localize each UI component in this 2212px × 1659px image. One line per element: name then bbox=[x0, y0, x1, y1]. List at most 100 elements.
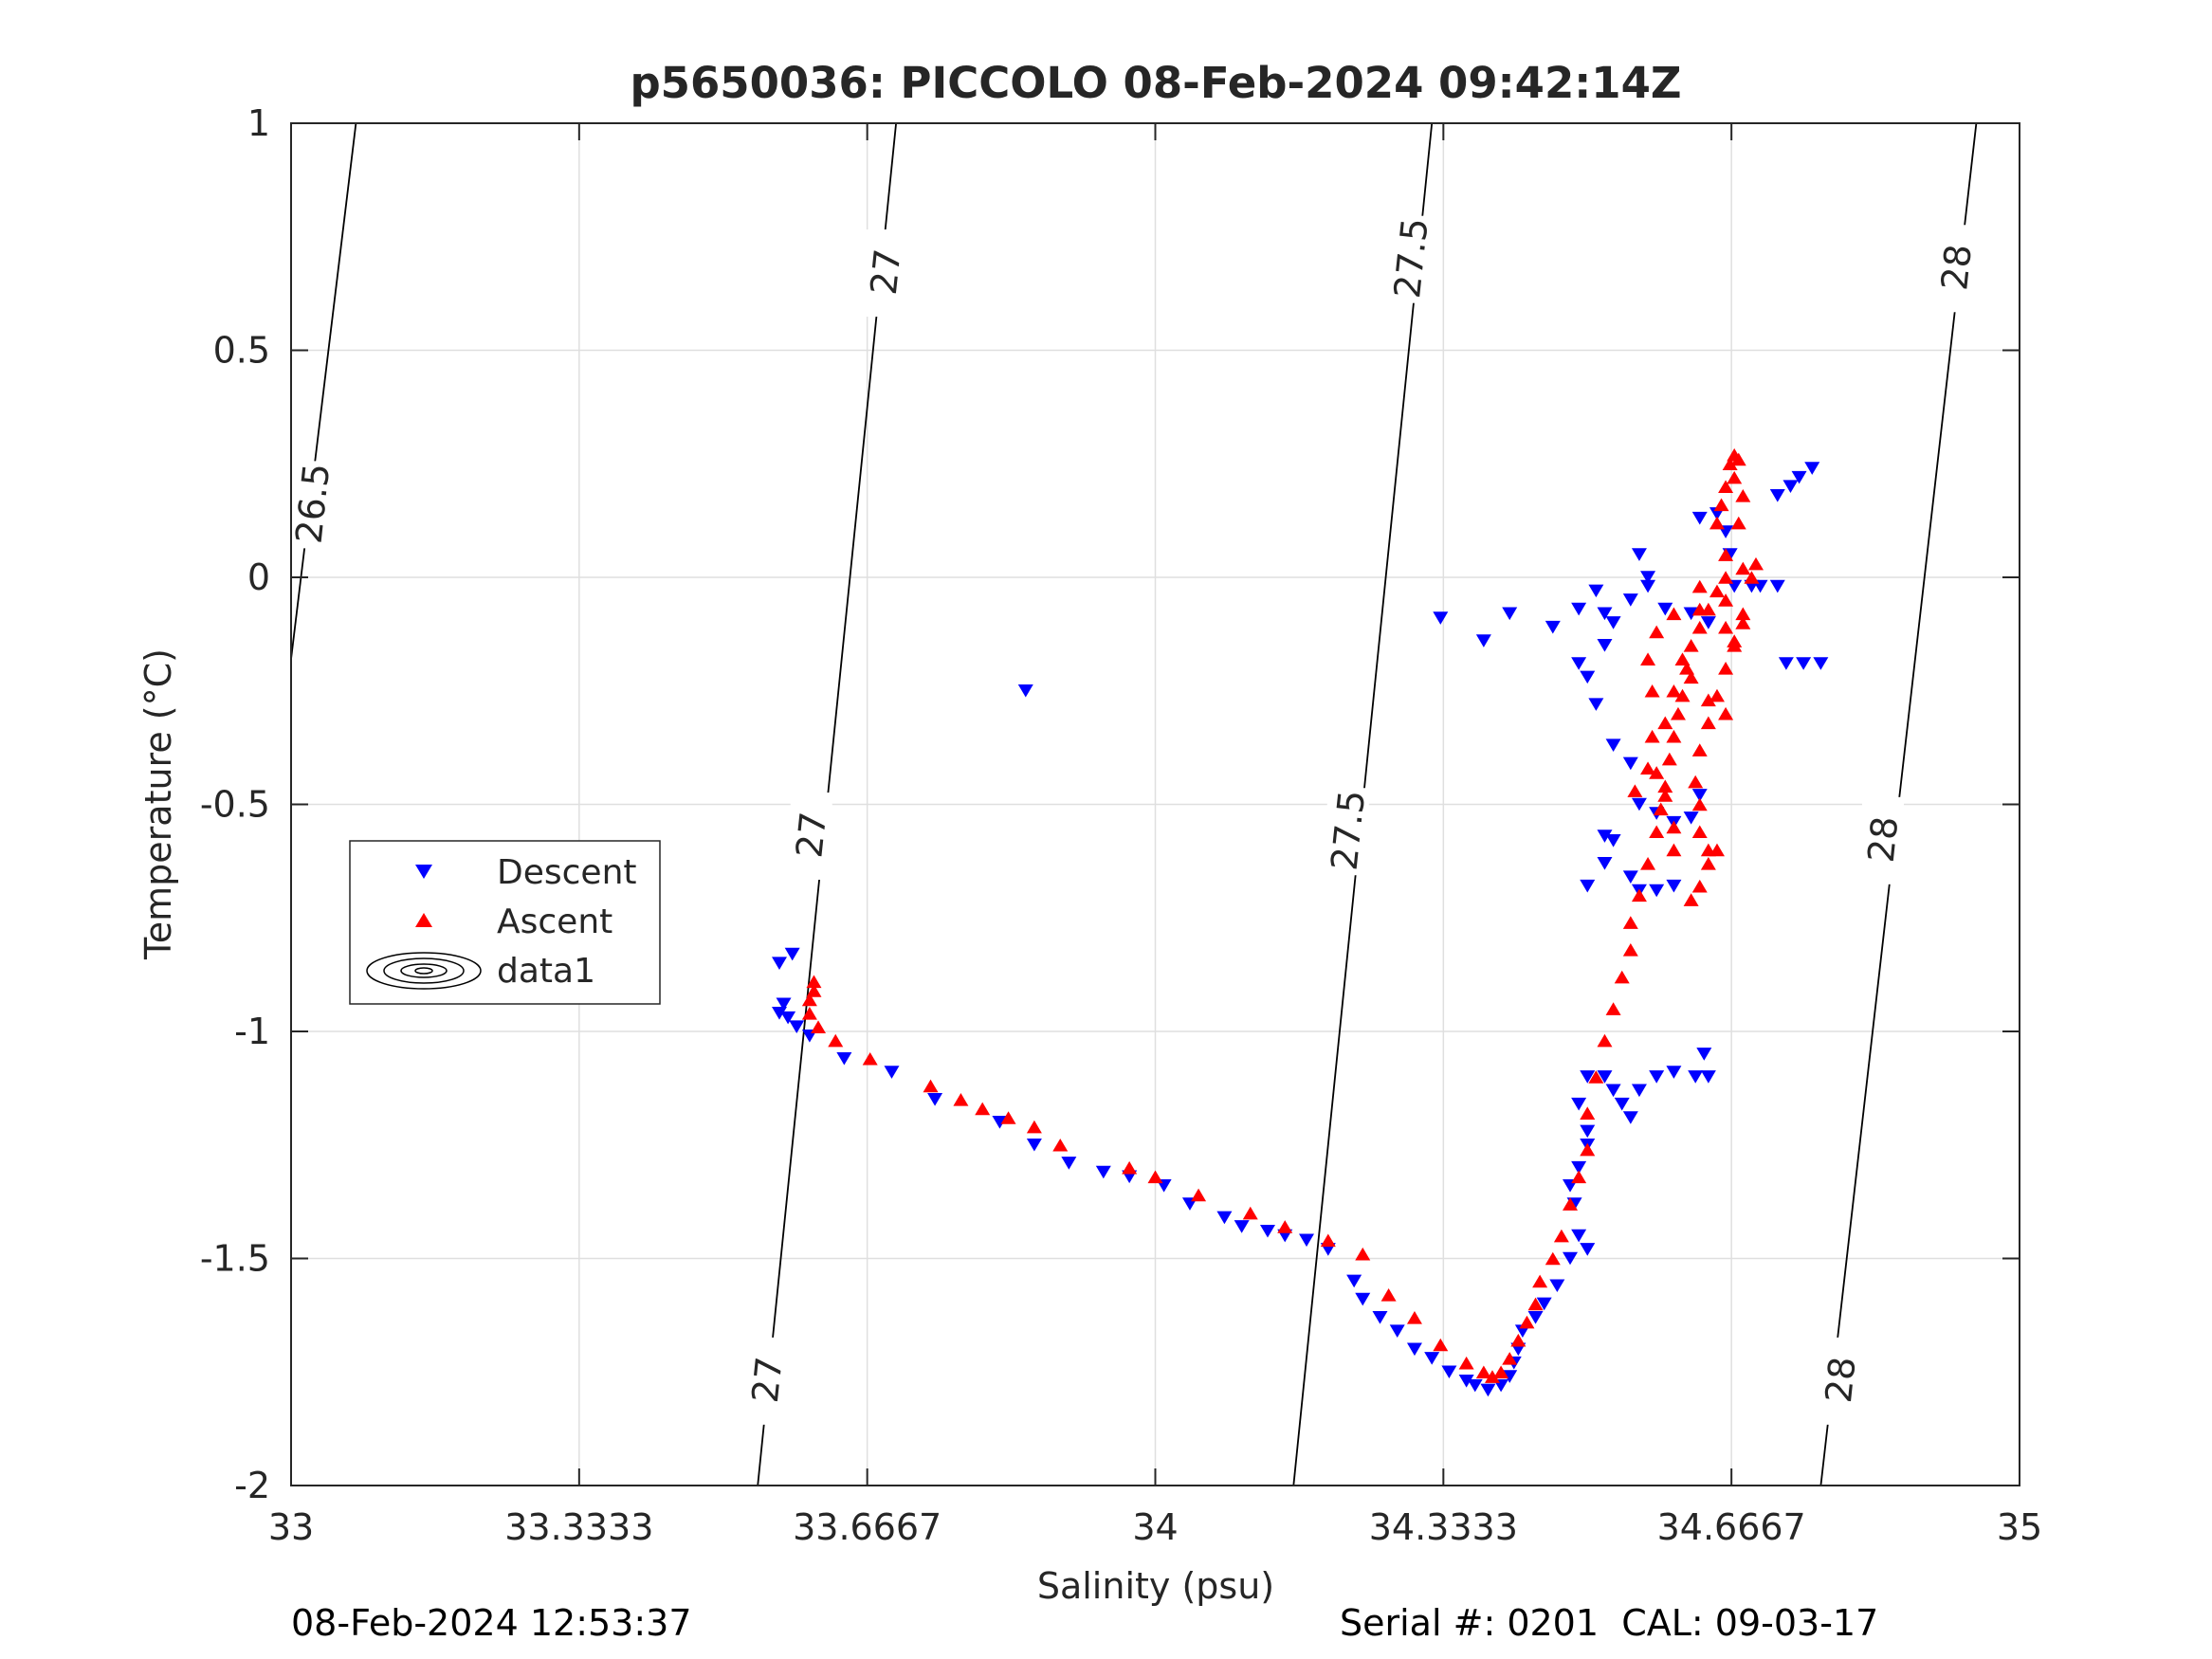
ascent-point bbox=[1147, 1170, 1163, 1184]
ascent-point bbox=[1502, 1352, 1518, 1365]
descent-point bbox=[1467, 1378, 1483, 1393]
ascent-point bbox=[1670, 706, 1686, 720]
ascent-point bbox=[1122, 1160, 1138, 1175]
contour-label: 28 bbox=[1860, 814, 1907, 865]
contour-label: 27 bbox=[863, 246, 909, 297]
descent-point bbox=[1796, 657, 1812, 670]
ascent-point bbox=[1700, 716, 1716, 730]
y-tick-label: 0 bbox=[247, 556, 270, 598]
x-tick-label: 34 bbox=[1132, 1506, 1178, 1548]
grid bbox=[291, 123, 2020, 1486]
descent-point bbox=[1688, 1070, 1704, 1084]
descent-point bbox=[1622, 1111, 1638, 1124]
ascent-point bbox=[1026, 1120, 1042, 1134]
ascent-point bbox=[1657, 779, 1673, 793]
ascent-point bbox=[1553, 1229, 1569, 1243]
descent-point bbox=[1657, 602, 1673, 616]
descent-point bbox=[1580, 1070, 1596, 1084]
descent-point bbox=[1631, 1084, 1647, 1098]
descent-point bbox=[1683, 607, 1699, 621]
descent-point bbox=[1355, 1292, 1371, 1306]
descent-point bbox=[1372, 1310, 1388, 1324]
descent-point bbox=[1580, 1243, 1596, 1256]
descent-point bbox=[1700, 616, 1716, 629]
ascent-point bbox=[1700, 693, 1716, 707]
descent-point bbox=[1545, 620, 1561, 634]
x-tick-label: 34.3333 bbox=[1369, 1506, 1518, 1548]
descent-point bbox=[1536, 1297, 1552, 1311]
ascent-point bbox=[1727, 470, 1743, 484]
ascent-point bbox=[1588, 1070, 1604, 1084]
ascent-point bbox=[1433, 1338, 1449, 1352]
descent-point bbox=[1216, 1211, 1233, 1225]
descent-point bbox=[1480, 1383, 1496, 1397]
descent-point bbox=[1588, 698, 1604, 711]
descent-point bbox=[1696, 1048, 1712, 1061]
descent-point bbox=[1614, 1097, 1630, 1111]
ascent-point bbox=[1622, 942, 1638, 957]
descent-point bbox=[1441, 1365, 1457, 1379]
descent-point bbox=[1649, 884, 1665, 898]
ascent-point bbox=[1631, 888, 1647, 902]
ascent-point bbox=[1580, 1106, 1596, 1121]
descent-point bbox=[1813, 657, 1829, 670]
x-tick-label: 34.6667 bbox=[1657, 1506, 1806, 1548]
legend-data1-contour-icon bbox=[366, 952, 482, 990]
ascent-point bbox=[1597, 1033, 1613, 1048]
x-tick-label: 33.3333 bbox=[504, 1506, 653, 1548]
descent-point bbox=[1778, 657, 1794, 670]
legend-entry-data1: data1 bbox=[497, 952, 595, 991]
ascent-point bbox=[1691, 825, 1708, 839]
footer-serial-cal: Serial #: 0201 CAL: 09-03-17 bbox=[1340, 1602, 1879, 1644]
ascent-point bbox=[1493, 1365, 1509, 1379]
descent-point bbox=[771, 1007, 787, 1020]
descent-point bbox=[1580, 879, 1596, 893]
ascent-point bbox=[1649, 766, 1665, 779]
ascent-point bbox=[1709, 516, 1725, 530]
ascent-point bbox=[1718, 548, 1734, 561]
descent-point bbox=[1502, 1370, 1518, 1383]
descent-point bbox=[1588, 584, 1604, 598]
x-tick-label: 33 bbox=[268, 1506, 314, 1548]
ascent-point bbox=[1622, 916, 1638, 929]
descent-point bbox=[884, 1066, 900, 1079]
contour-label: 27 bbox=[744, 1355, 791, 1405]
ascent-point bbox=[1709, 584, 1725, 598]
ascent-point bbox=[1527, 1297, 1544, 1311]
contour-label: 28 bbox=[1933, 243, 1980, 293]
ascent-point bbox=[1640, 761, 1656, 775]
legend-entry-ascent: Ascent bbox=[497, 902, 612, 941]
ascent-point bbox=[1563, 1197, 1579, 1211]
contour-label-gap bbox=[1390, 215, 1433, 303]
ascent-point bbox=[1580, 1142, 1596, 1157]
ascent-point bbox=[1545, 1251, 1561, 1266]
descent-point bbox=[1597, 856, 1613, 870]
ascent-point bbox=[1735, 616, 1751, 629]
descent-point bbox=[1622, 593, 1638, 607]
legend-ascent-marker bbox=[415, 913, 432, 927]
descent-point bbox=[1769, 488, 1785, 502]
ascent-point bbox=[806, 975, 822, 989]
ascent-point bbox=[1735, 488, 1751, 502]
ascent-point bbox=[1640, 856, 1656, 870]
contour-label-gap bbox=[1935, 225, 1978, 313]
ascent-point bbox=[1519, 1315, 1535, 1329]
contour-label: 28 bbox=[1818, 1355, 1864, 1405]
descent-point bbox=[1605, 616, 1621, 629]
descent-point bbox=[784, 947, 800, 961]
ascent-point bbox=[1691, 797, 1708, 811]
descent-point bbox=[1605, 738, 1621, 753]
ascent-point bbox=[1713, 498, 1729, 512]
ascent-point bbox=[1644, 684, 1660, 698]
ascent-point bbox=[1649, 625, 1665, 639]
ascent-point bbox=[1532, 1274, 1548, 1288]
ascent-point bbox=[1644, 729, 1660, 743]
descent-point bbox=[1597, 639, 1613, 652]
density-contour-labels: 26.5 27 27 27 27.5 27.5 28 28 28 bbox=[288, 215, 1980, 1425]
ascent-point bbox=[1683, 639, 1699, 652]
axis-ticks: 33 33.3333 33.6667 34 34.3333 34.6667 35 1 0.5 0 -… bbox=[200, 102, 2042, 1548]
ascent-point bbox=[1674, 688, 1691, 702]
ascent-point bbox=[1355, 1247, 1371, 1261]
contour-label: 26.5 bbox=[288, 462, 338, 546]
footer-timestamp: 08-Feb-2024 12:53:37 bbox=[291, 1602, 692, 1644]
